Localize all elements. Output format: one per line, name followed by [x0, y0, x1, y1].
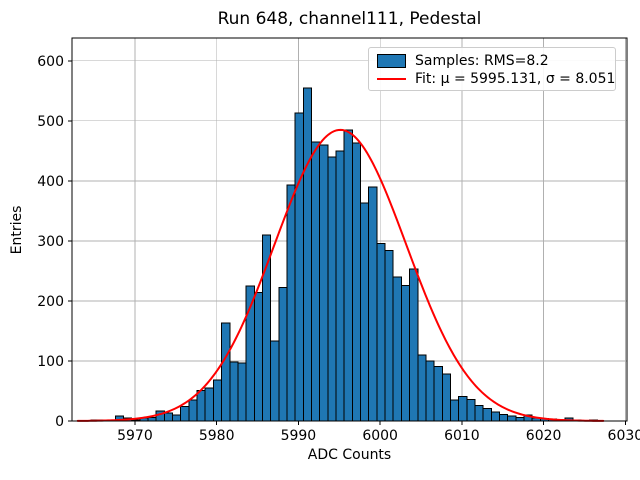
- histogram-bar: [286, 184, 296, 422]
- histogram-bar: [474, 404, 484, 422]
- histogram-bar: [278, 287, 288, 422]
- y-tick-label: 400: [37, 174, 64, 190]
- y-tick-label: 300: [37, 234, 64, 250]
- plot-frame: [71, 37, 628, 422]
- fit-curve: [76, 128, 605, 422]
- x-tick-label: 6020: [526, 428, 562, 444]
- legend-item-samples: Samples: RMS=8.2: [377, 52, 607, 70]
- legend-item-fit: Fit: μ = 5995.131, σ = 8.051: [377, 70, 615, 88]
- histogram-bar: [335, 150, 345, 422]
- histogram-bar: [409, 268, 419, 422]
- histogram-bar: [449, 399, 460, 422]
- histogram-bar: [221, 322, 231, 422]
- y-tick-label: 0: [55, 414, 64, 430]
- histogram-bar: [343, 129, 353, 422]
- histogram-bar: [498, 413, 509, 422]
- histogram-bar: [270, 340, 280, 422]
- histogram-bar: [237, 362, 247, 422]
- histogram-bar: [417, 354, 427, 422]
- y-tick-label: 200: [37, 294, 64, 310]
- legend-fit-swatch: [377, 78, 406, 80]
- histogram-bar: [425, 360, 435, 422]
- histogram-bar: [229, 361, 239, 422]
- x-tick-label: 6010: [444, 428, 480, 444]
- histogram-bar: [204, 387, 214, 422]
- legend-fit-label: Fit: μ = 5995.131, σ = 8.051: [415, 71, 616, 87]
- histogram-bar: [163, 412, 174, 422]
- x-tick-label: 6000: [362, 428, 398, 444]
- legend-samples-swatch: [377, 54, 406, 68]
- y-tick-label: 100: [37, 354, 64, 370]
- histogram-bar: [507, 415, 517, 422]
- histogram-bar: [196, 389, 206, 422]
- y-tick-label: 500: [37, 114, 64, 130]
- histogram-bar: [466, 398, 476, 422]
- histogram-bar: [392, 276, 402, 422]
- histogram-bar: [376, 242, 386, 422]
- histogram-bar: [319, 144, 329, 422]
- histogram-bar: [212, 379, 223, 422]
- histogram-bar: [368, 186, 378, 422]
- histogram-bar: [188, 399, 198, 422]
- legend: Samples: RMS=8.2 Fit: μ = 5995.131, σ = …: [368, 47, 616, 91]
- histogram-bar: [384, 250, 394, 422]
- histogram-bar: [172, 414, 182, 422]
- histogram-bar: [441, 373, 451, 422]
- histogram-bar: [147, 416, 157, 422]
- histogram-bar: [360, 202, 370, 422]
- histogram-bar: [327, 156, 337, 422]
- histogram-bar: [482, 407, 492, 422]
- x-tick-label: 5980: [199, 428, 235, 444]
- histogram-bar: [351, 142, 362, 422]
- x-tick-label: 5970: [117, 428, 153, 444]
- histogram-bar: [310, 141, 321, 422]
- histogram-bar: [490, 411, 500, 422]
- y-tick-label: 600: [37, 54, 64, 70]
- histogram-bar: [400, 284, 411, 422]
- histogram-bar: [253, 292, 263, 422]
- histogram-bar: [261, 234, 272, 422]
- y-axis-label: Entries: [9, 205, 25, 255]
- x-axis-label: ADC Counts: [307, 447, 392, 463]
- histogram-bar: [302, 87, 312, 422]
- histogram-bar: [180, 406, 190, 422]
- histogram-bar: [515, 416, 525, 422]
- legend-samples-label: Samples: RMS=8.2: [415, 53, 549, 69]
- x-tick-label: 5990: [281, 428, 317, 444]
- chart-title: Run 648, channel111, Pedestal: [217, 9, 482, 29]
- histogram-bar: [458, 395, 468, 422]
- x-tick-label: 6030: [608, 428, 640, 444]
- histogram-bar: [433, 365, 443, 422]
- histogram-bar: [294, 112, 304, 422]
